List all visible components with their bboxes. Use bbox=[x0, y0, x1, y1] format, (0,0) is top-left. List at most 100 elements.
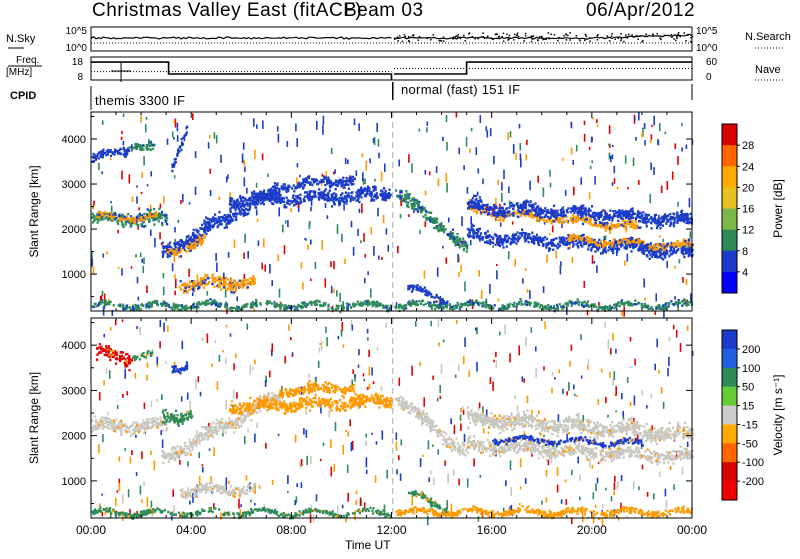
scatter-point bbox=[424, 270, 426, 278]
echo-cell-11 bbox=[590, 223, 592, 225]
scatter-point bbox=[354, 118, 356, 125]
nsky-point bbox=[482, 32, 484, 34]
echo-cell-13 bbox=[524, 236, 526, 238]
scatter-point bbox=[137, 277, 139, 283]
echo-cell-10 bbox=[452, 229, 454, 231]
echo-cell-8 bbox=[123, 147, 125, 149]
echo-cell-12 bbox=[507, 212, 509, 214]
echo-cell-6 bbox=[241, 283, 243, 285]
scatter-point bbox=[301, 262, 303, 268]
echo-cell-10 bbox=[413, 207, 415, 209]
echo-cell-13 bbox=[652, 251, 654, 253]
echo-cell-7 bbox=[179, 147, 181, 149]
scatter-point bbox=[174, 274, 176, 279]
nsky-point bbox=[497, 34, 499, 36]
scatter-point bbox=[609, 153, 611, 160]
nsky-point bbox=[531, 36, 533, 38]
scatter-point bbox=[672, 171, 674, 179]
echo-cell-13 bbox=[664, 256, 666, 258]
echo-cell-12 bbox=[612, 217, 614, 219]
echo-cell-11 bbox=[616, 226, 618, 228]
echo-cell-14 bbox=[588, 240, 590, 242]
echo-cell-12 bbox=[687, 215, 689, 217]
echo-cell-13 bbox=[540, 240, 542, 242]
echo-cell-11 bbox=[536, 220, 538, 222]
nsky-point bbox=[569, 39, 571, 41]
scatter-point bbox=[366, 161, 368, 171]
nsky-point bbox=[433, 34, 435, 36]
echo-cell-12 bbox=[631, 211, 633, 213]
echo-cell-7 bbox=[182, 143, 184, 145]
scatter-point bbox=[310, 240, 312, 245]
echo-cell-12 bbox=[625, 215, 627, 217]
nsky-point bbox=[465, 40, 467, 42]
echo-cell-12 bbox=[553, 205, 555, 207]
nsky-point bbox=[408, 36, 410, 38]
echo-cell-12 bbox=[551, 211, 553, 213]
echo-cell-4 bbox=[325, 188, 327, 190]
echo-cell-12 bbox=[629, 221, 631, 223]
echo-cell-0 bbox=[153, 223, 155, 225]
echo-cell-0 bbox=[161, 217, 163, 219]
echo-cell-5 bbox=[326, 181, 328, 183]
scatter-point bbox=[344, 259, 346, 264]
echo-cell-5 bbox=[305, 181, 307, 183]
scatter-point bbox=[123, 141, 125, 146]
echo-cell-16 bbox=[260, 303, 262, 305]
scatter-point bbox=[508, 251, 510, 259]
echo-cell-13 bbox=[659, 255, 661, 257]
echo-cell-8 bbox=[110, 155, 112, 157]
echo-cell-4 bbox=[375, 189, 377, 191]
nsky-point bbox=[408, 37, 410, 39]
echo-cell-6 bbox=[226, 288, 228, 290]
echo-cell-11 bbox=[491, 215, 493, 217]
echo-cell-10 bbox=[428, 211, 430, 213]
echo-cell-4 bbox=[340, 194, 342, 196]
echo-cell-13 bbox=[524, 232, 526, 234]
scatter-point bbox=[310, 207, 312, 212]
echo-cell-13 bbox=[528, 233, 530, 235]
echo-cell-13 bbox=[600, 252, 602, 254]
scatter-point bbox=[192, 292, 194, 296]
echo-cell-7 bbox=[175, 158, 177, 160]
echo-cell-14 bbox=[579, 237, 581, 239]
echo-cell-12 bbox=[530, 210, 532, 212]
echo-cell-12 bbox=[570, 207, 572, 209]
nsky-point bbox=[525, 35, 527, 37]
echo-cell-7 bbox=[186, 131, 188, 133]
echo-cell-2 bbox=[226, 226, 228, 228]
scatter-point bbox=[143, 156, 145, 166]
echo-cell-0 bbox=[92, 213, 94, 215]
nsky-point bbox=[503, 41, 505, 43]
scatter-point bbox=[279, 289, 281, 298]
echo-cell-4 bbox=[331, 205, 333, 207]
echo-cell-13 bbox=[501, 242, 503, 244]
echo-cell-4 bbox=[264, 195, 266, 197]
echo-cell-6 bbox=[239, 280, 241, 282]
echo-cell-13 bbox=[487, 240, 489, 242]
echo-cell-12 bbox=[493, 211, 495, 213]
echo-cell-8 bbox=[102, 151, 104, 153]
echo-cell-4 bbox=[313, 191, 315, 193]
echo-cell-3 bbox=[178, 249, 180, 251]
echo-cell-15 bbox=[443, 300, 445, 302]
echo-cell-13 bbox=[548, 242, 550, 244]
echo-cell-12 bbox=[608, 219, 610, 221]
nsky-point bbox=[652, 34, 654, 36]
echo-cell-3 bbox=[186, 245, 188, 247]
echo-cell-13 bbox=[480, 232, 482, 234]
echo-cell-11 bbox=[636, 225, 638, 227]
nsky-point bbox=[679, 36, 681, 38]
echo-cell-0 bbox=[158, 220, 160, 222]
echo-cell-12 bbox=[612, 210, 614, 212]
echo-cell-14 bbox=[660, 248, 662, 250]
nsky-point bbox=[659, 38, 661, 40]
echo-cell-14 bbox=[569, 235, 571, 237]
echo-cell-6 bbox=[203, 287, 205, 289]
echo-cell-6 bbox=[230, 291, 232, 293]
nsky-point bbox=[589, 41, 591, 43]
echo-cell-0 bbox=[123, 226, 125, 228]
echo-cell-8 bbox=[98, 157, 100, 159]
echo-cell-12 bbox=[476, 202, 478, 204]
echo-cell-12 bbox=[484, 204, 486, 206]
